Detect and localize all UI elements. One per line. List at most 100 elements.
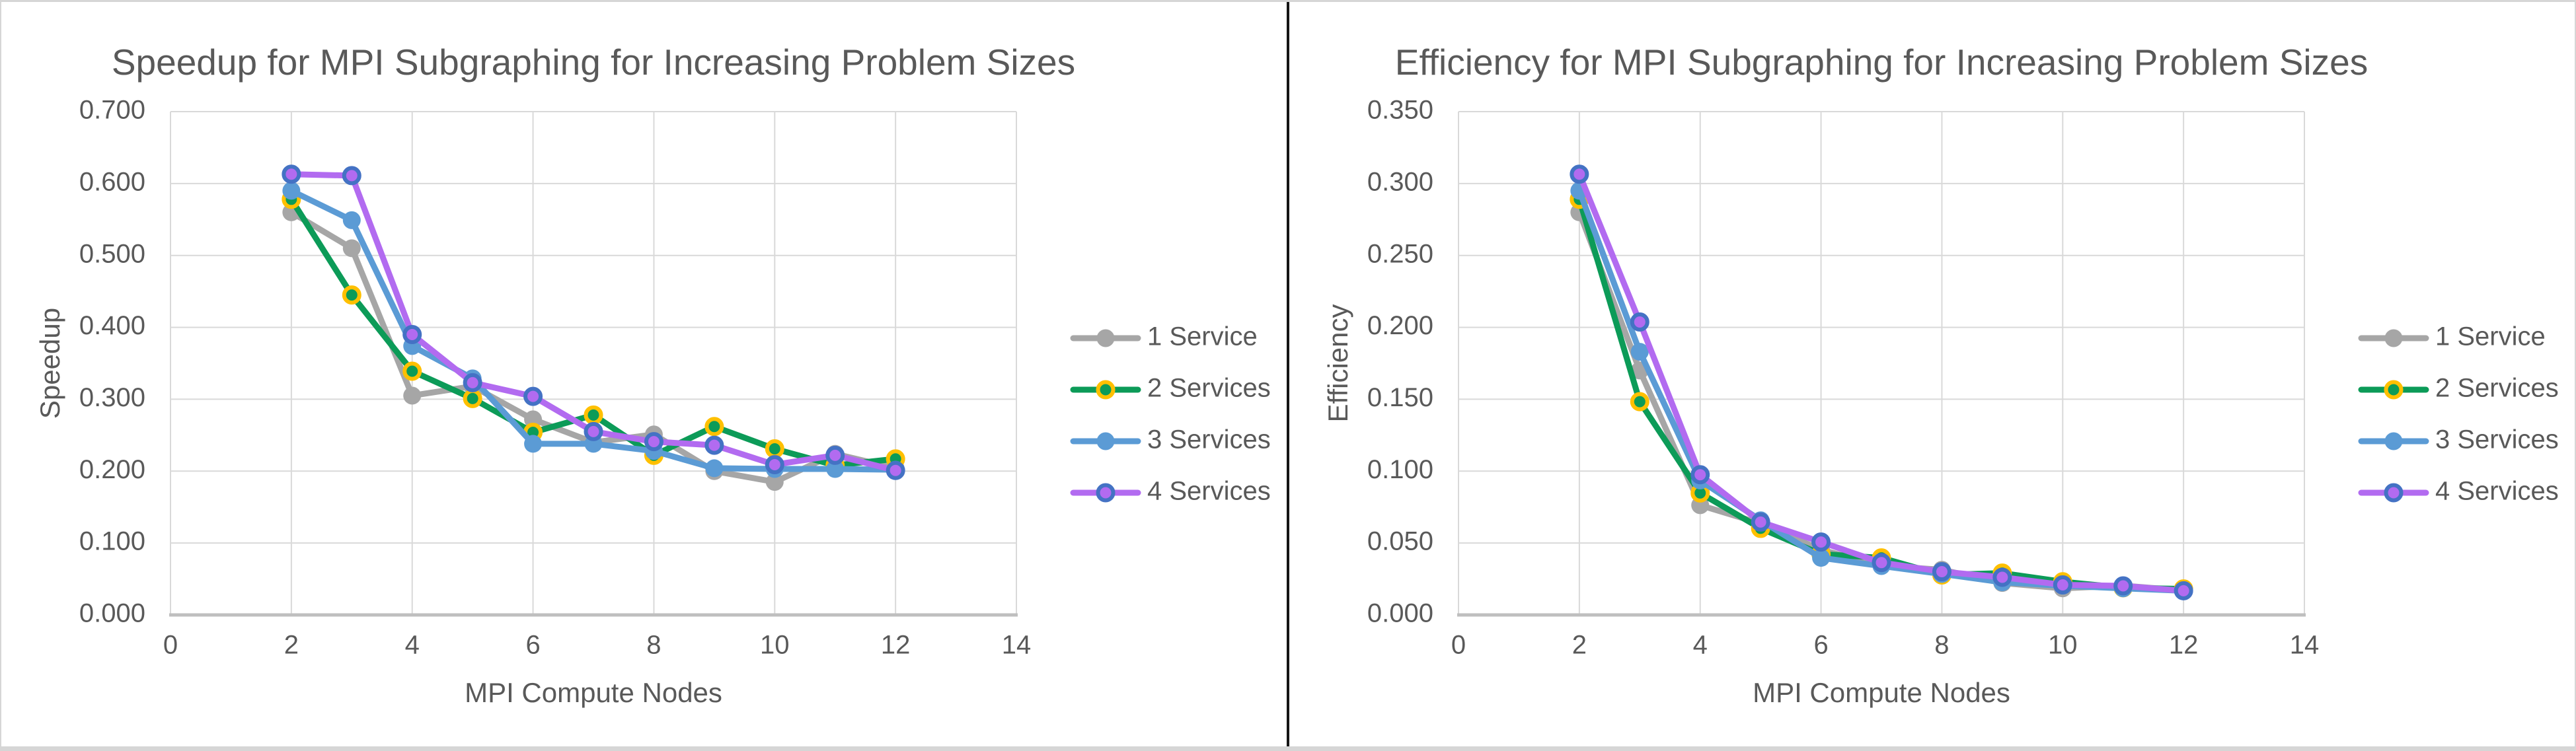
legend-label: 2 Services	[2435, 374, 2559, 403]
gridlines	[1457, 111, 2306, 617]
y-tick-label: 0.100	[79, 527, 145, 556]
data-point-marker	[1630, 343, 1649, 361]
legend-marker-swatch	[1096, 432, 1115, 450]
data-point-marker	[1932, 561, 1951, 581]
series-line-4-services	[1576, 171, 2187, 594]
data-point-marker	[2053, 575, 2072, 594]
data-point-marker	[765, 473, 784, 491]
data-point-marker	[402, 361, 422, 381]
legend-marker-swatch	[2384, 483, 2404, 503]
legend-marker-swatch	[2384, 380, 2404, 400]
y-tick-label: 0.500	[79, 239, 145, 268]
y-axis-ticks: 0.000 0.050 0.100 0.150 0.200 0.250 0.300 0.350	[1367, 96, 1433, 628]
y-tick-label: 0.250	[1367, 239, 1433, 268]
legend-item: 4 Services	[1070, 477, 1271, 506]
data-point-marker	[1570, 164, 1589, 184]
speedup-chart: 0 2 4 6 8 10 12 14 0.000 0.100 0.200 0.300 0.400 0.5…	[34, 42, 1271, 708]
data-point-marker	[402, 324, 422, 344]
data-point-marker	[825, 445, 845, 465]
data-point-marker	[584, 421, 603, 441]
x-tick-label: 6	[1813, 631, 1828, 660]
y-tick-label: 0.600	[79, 167, 145, 196]
x-tick-label: 10	[2048, 631, 2078, 660]
legend: 1 Service 2 Services 3 Services 4 Services	[1070, 322, 1271, 506]
legend-marker-swatch	[1096, 380, 1116, 400]
legend-item: 2 Services	[2358, 374, 2559, 403]
data-point-marker	[2113, 576, 2133, 596]
x-tick-label: 0	[163, 631, 178, 660]
data-point-marker	[463, 388, 482, 408]
y-tick-label: 0.000	[1367, 599, 1433, 628]
x-tick-label: 14	[2290, 631, 2320, 660]
x-tick-label: 2	[1572, 631, 1587, 660]
data-point-marker	[886, 460, 905, 480]
data-point-marker	[765, 454, 784, 474]
chart-title: Efficiency for MPI Subgraphing for Incre…	[1395, 42, 2368, 83]
legend-marker-swatch	[2384, 432, 2403, 450]
data-point-marker	[765, 439, 784, 459]
legend-label: 1 Service	[2435, 322, 2546, 351]
y-tick-label: 0.200	[1367, 311, 1433, 340]
legend-label: 4 Services	[2435, 477, 2559, 506]
data-point-marker	[342, 166, 361, 186]
y-axis-title: Speedup	[34, 308, 65, 419]
efficiency-chart-panel: 0 2 4 6 8 10 12 14 0.000 0.050 0.100 0.150 0.200 0.2…	[1289, 2, 2575, 746]
data-point-marker	[644, 432, 663, 452]
data-point-marker	[1992, 567, 2012, 587]
legend-marker-swatch	[1096, 483, 1116, 503]
data-point-marker	[584, 405, 603, 425]
legend-label: 3 Services	[2435, 425, 2559, 454]
x-axis-title: MPI Compute Nodes	[1753, 677, 2010, 708]
legend-item: 3 Services	[2358, 425, 2559, 454]
series-lines	[282, 164, 905, 491]
x-axis-title: MPI Compute Nodes	[465, 677, 722, 708]
x-tick-label: 6	[525, 631, 540, 660]
y-tick-label: 0.200	[79, 455, 145, 484]
data-point-marker	[282, 164, 301, 184]
data-point-marker	[704, 417, 724, 437]
y-tick-label: 0.700	[79, 96, 145, 125]
data-point-marker	[524, 410, 543, 429]
data-point-marker	[1812, 549, 1831, 567]
legend-item: 2 Services	[1070, 374, 1271, 403]
y-tick-label: 0.300	[79, 383, 145, 412]
x-tick-label: 10	[760, 631, 790, 660]
y-tick-label: 0.300	[1367, 167, 1433, 196]
x-axis-ticks: 0 2 4 6 8 10 12 14	[163, 631, 1031, 660]
data-point-marker	[1872, 553, 1891, 573]
y-tick-label: 0.050	[1367, 527, 1433, 556]
data-point-marker	[1811, 532, 1831, 552]
x-tick-label: 8	[646, 631, 661, 660]
y-tick-label: 0.400	[79, 311, 145, 340]
y-tick-label: 0.150	[1367, 383, 1433, 412]
x-tick-label: 8	[1934, 631, 1949, 660]
x-axis-ticks: 0 2 4 6 8 10 12 14	[1451, 631, 2319, 660]
speedup-chart-panel: 0 2 4 6 8 10 12 14 0.000 0.100 0.200 0.300 0.400 0.5…	[1, 2, 1287, 746]
data-point-marker	[342, 211, 361, 229]
gridlines	[169, 111, 1018, 617]
data-point-marker	[1630, 312, 1649, 332]
data-point-marker	[1690, 465, 1710, 485]
legend-marker-swatch	[2384, 329, 2403, 347]
legend-item: 1 Service	[2358, 322, 2546, 351]
x-tick-label: 4	[1693, 631, 1708, 660]
panel-divider	[1287, 2, 1289, 746]
y-axis-title: Efficiency	[1322, 304, 1353, 423]
legend: 1 Service 2 Services 3 Services 4 Services	[2358, 322, 2559, 506]
legend-label: 1 Service	[1147, 322, 1258, 351]
legend-label: 2 Services	[1147, 374, 1271, 403]
legend-label: 4 Services	[1147, 477, 1271, 506]
series-lines	[1570, 164, 2193, 600]
data-point-marker	[704, 435, 724, 455]
efficiency-chart: 0 2 4 6 8 10 12 14 0.000 0.050 0.100 0.150 0.200 0.2…	[1322, 42, 2559, 708]
x-tick-label: 12	[881, 631, 911, 660]
legend-item: 4 Services	[2358, 477, 2559, 506]
y-tick-label: 0.000	[79, 599, 145, 628]
data-point-marker	[524, 435, 543, 453]
x-tick-label: 12	[2169, 631, 2199, 660]
legend-item: 3 Services	[1070, 425, 1271, 454]
data-point-marker	[342, 239, 361, 258]
data-point-marker	[1630, 392, 1649, 411]
y-tick-label: 0.100	[1367, 455, 1433, 484]
